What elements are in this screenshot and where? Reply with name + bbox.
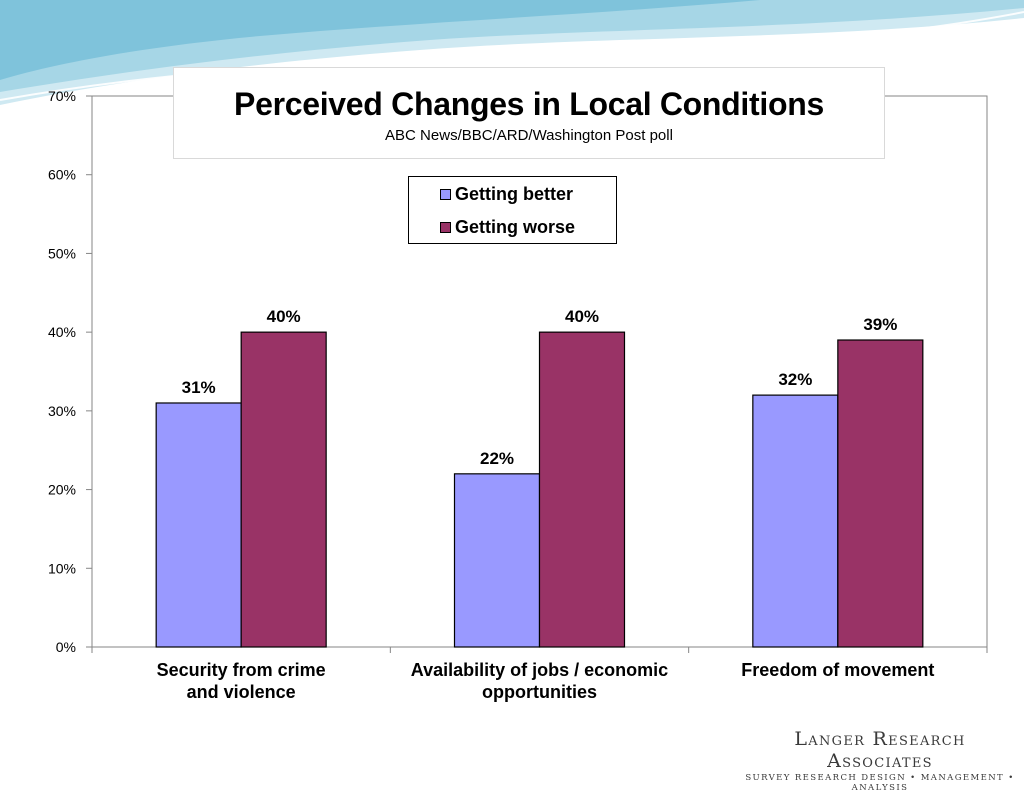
bar-getting-better-availability-of-jobs-economic-opportunities: [453, 473, 541, 648]
bar-getting-worse-availability-of-jobs-economic-opportunities: [538, 331, 626, 648]
data-label-getting-worse: 40%: [267, 307, 301, 326]
x-category-label: Freedom of movement: [678, 659, 998, 681]
chart-title-box: Perceived Changes in Local Conditions AB…: [173, 67, 885, 159]
bar-getting-better-security-from-crime-and-violence: [155, 402, 242, 648]
x-category-label-line: Availability of jobs / economic: [410, 660, 669, 680]
y-tick-label: 70%: [48, 88, 76, 104]
chart-subtitle: ABC News/BBC/ARD/Washington Post poll: [385, 127, 673, 144]
data-label-getting-better: 31%: [182, 378, 216, 397]
legend-swatch-getting-better: [440, 189, 451, 200]
legend-item-getting-better: Getting better: [440, 184, 573, 205]
legend-label-getting-worse: Getting worse: [455, 217, 576, 237]
x-category-label: Security from crime and violence: [81, 659, 401, 703]
data-label-getting-better: 32%: [778, 370, 812, 389]
y-tick-label: 30%: [48, 403, 76, 419]
chart-legend: Getting better Getting worse: [408, 176, 617, 244]
bar-getting-worse-security-from-crime-and-violence: [240, 331, 327, 648]
bar-getting-worse-freedom-of-movement: [837, 339, 924, 648]
brand-name: Langer Research Associates: [794, 728, 966, 772]
y-tick-label: 40%: [48, 324, 76, 340]
data-label-getting-worse: 39%: [863, 315, 897, 334]
bar-getting-better-freedom-of-movement: [752, 394, 839, 648]
data-label-getting-better: 22%: [480, 449, 514, 468]
y-tick-label: 10%: [48, 560, 76, 576]
x-category-label-line: Security from crime: [156, 660, 326, 680]
y-tick-label: 0%: [56, 639, 76, 655]
y-tick-label: 20%: [48, 482, 76, 498]
x-category-label: Availability of jobs / economic opportuni…: [380, 659, 700, 703]
chart-area: 0% 10% 20% 30% 40% 50% 60% 70% 31% 40% 22% 40% 32% 39…: [48, 88, 988, 655]
y-tick-label: 60%: [48, 167, 76, 183]
legend-item-getting-worse: Getting worse: [440, 217, 575, 238]
legend-swatch-getting-worse: [440, 222, 451, 233]
x-category-label-line: and violence: [186, 682, 296, 702]
y-tick-label: 50%: [48, 245, 76, 261]
x-category-label-line: Freedom of movement: [741, 660, 935, 680]
brand-logo: Langer Research Associates SURVEY RESEAR…: [744, 728, 1016, 793]
data-label-getting-worse: 40%: [565, 307, 599, 326]
x-category-label-line: opportunities: [482, 682, 597, 702]
chart-title: Perceived Changes in Local Conditions: [234, 86, 824, 122]
brand-tagline: SURVEY RESEARCH DESIGN • MANAGEMENT • AN…: [745, 773, 1015, 793]
legend-label-getting-better: Getting better: [455, 184, 574, 204]
header-swoosh-decoration: [0, 0, 1024, 111]
